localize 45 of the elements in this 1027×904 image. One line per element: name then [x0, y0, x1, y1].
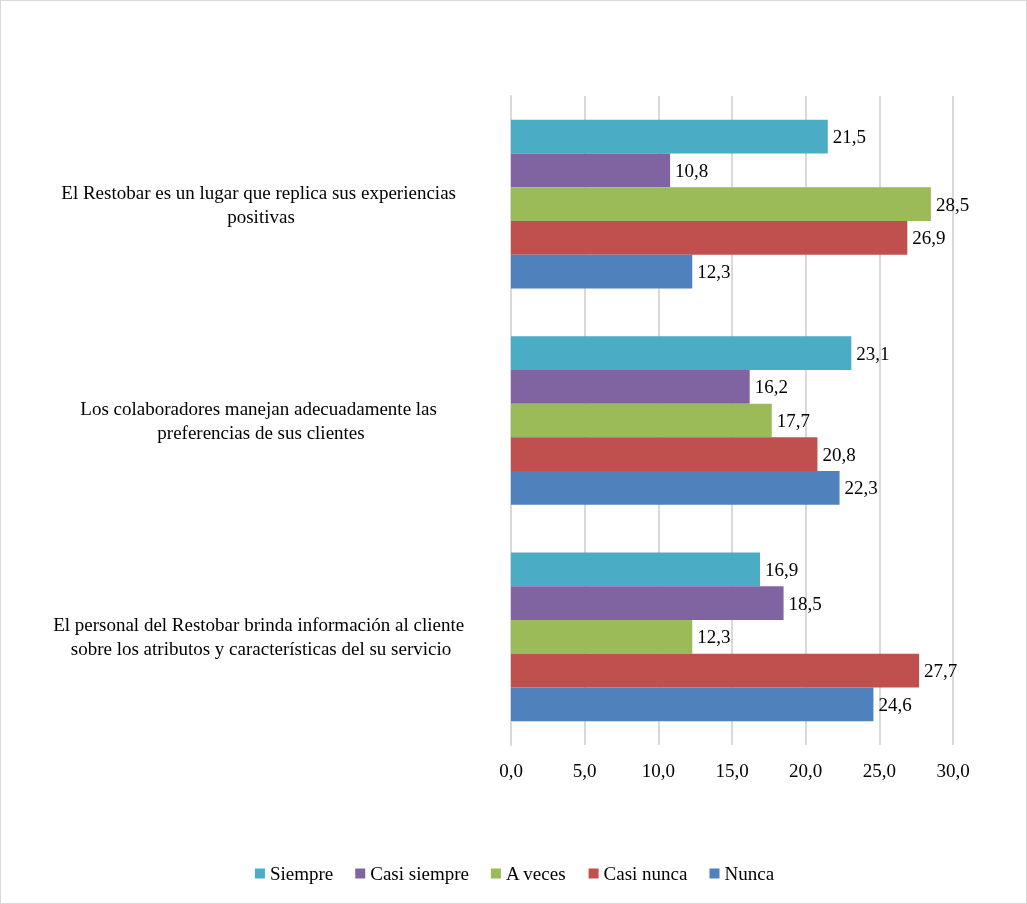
data-label: 28,5: [935, 193, 970, 215]
data-label: 20,8: [822, 443, 856, 465]
bar: [511, 221, 908, 255]
x-tick-label: 15,0: [715, 760, 749, 781]
data-label: 12,3: [697, 261, 731, 283]
data-label: 27,7: [924, 660, 958, 682]
data-label: 22,3: [844, 477, 878, 499]
legend-label: Casi siempre: [370, 863, 469, 884]
x-tick-label: 25,0: [862, 760, 896, 781]
x-tick-label: 5,0: [572, 760, 597, 781]
legend-label: Casi nunca: [603, 863, 689, 884]
legend-label: Nunca: [724, 863, 775, 884]
data-label: 16,2: [754, 376, 788, 398]
bar: [511, 471, 840, 505]
legend-label: A veces: [505, 863, 566, 884]
data-label: 26,9: [912, 227, 946, 249]
bar: [511, 153, 671, 188]
data-label: 10,8: [675, 159, 709, 181]
data-label: 12,3: [697, 626, 731, 648]
data-label: 24,6: [878, 693, 912, 715]
x-tick-label: 0,0: [499, 760, 523, 781]
bar: [511, 552, 760, 587]
x-tick-label: 10,0: [641, 760, 675, 781]
data-label: 21,5: [832, 126, 867, 148]
y-tick-label: El personal del Restobar brinda información al cliente sobre los atributos y características del su servicio: [53, 614, 469, 660]
x-tick-label: 30,0: [936, 760, 970, 781]
bar: [511, 119, 828, 154]
data-label: 18,5: [788, 592, 822, 614]
bar: [511, 336, 852, 370]
bar: [511, 369, 750, 404]
x-tick-label: 20,0: [789, 760, 823, 781]
y-tick-label: Los colaboradores manejan adecuadamente las preferencias de sus clientes: [80, 398, 442, 443]
legend-label: Siempre: [269, 863, 334, 884]
bar: [511, 653, 920, 688]
bar: [511, 254, 693, 289]
y-tick-label: El Restobar es un lugar que replica sus experiencias positivas: [61, 181, 461, 227]
bar: [511, 687, 874, 722]
bar: [511, 619, 693, 654]
data-label: 16,9: [764, 558, 799, 580]
bar: [511, 586, 784, 620]
data-label: 23,1: [856, 342, 890, 364]
bar: [511, 437, 818, 472]
bar: [511, 403, 772, 438]
bar: [511, 187, 931, 222]
data-label: 17,7: [776, 410, 811, 431]
